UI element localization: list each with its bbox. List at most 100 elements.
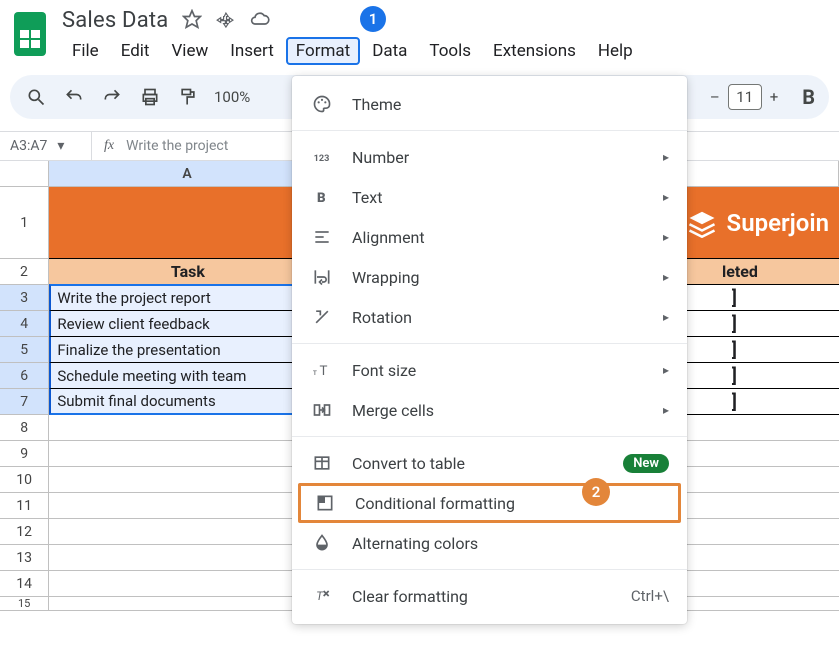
menu-label: Convert to table [352,454,465,473]
row-num-15[interactable]: 15 [0,597,49,611]
undo-icon[interactable] [62,85,86,109]
cell-A2[interactable]: Task [49,259,322,285]
fs-plus[interactable]: + [770,88,779,106]
row-num-4[interactable]: 4 [0,311,49,337]
menu-tools[interactable]: Tools [419,37,481,65]
menu-alternating[interactable]: Alternating colors [292,523,687,563]
cell-A5[interactable]: Finalize the presentation [49,337,325,363]
menu-bar: File Edit View Insert Format Data Tools … [62,37,643,65]
cell-A1[interactable] [49,187,325,259]
zoom-level[interactable]: 100% [214,88,250,106]
table-icon [310,453,334,473]
cell-A11[interactable] [49,493,325,519]
chevron-right-icon: ▸ [663,150,669,164]
chevron-right-icon: ▸ [663,190,669,204]
paint-format-icon[interactable] [176,85,200,109]
row-stub: ] [732,314,737,335]
menu-text[interactable]: B Text ▸ [292,177,687,217]
row-num-11[interactable]: 11 [0,493,49,519]
row-num-10[interactable]: 10 [0,467,49,493]
palette-icon [310,94,334,114]
callout-badge-1: 1 [360,6,386,32]
svg-text:123: 123 [314,154,330,164]
name-box[interactable]: A3:A7 ▾ [0,132,92,160]
row-num-13[interactable]: 13 [0,545,49,571]
menu-convert-table[interactable]: Convert to table New [292,443,687,483]
menu-wrapping[interactable]: Wrapping ▸ [292,257,687,297]
menu-clear-formatting[interactable]: T Clear formatting Ctrl+\ [292,576,687,616]
row-num-2[interactable]: 2 [0,259,49,285]
col-header-A[interactable]: A [49,161,325,187]
chevron-right-icon: ▸ [663,230,669,244]
row-num-14[interactable]: 14 [0,571,49,597]
cloud-icon[interactable] [250,9,270,33]
menu-label: Clear formatting [352,587,468,606]
bold-button[interactable]: B [802,85,815,109]
superjoin-brand: Superjoin [687,187,829,258]
cell-A7[interactable]: Submit final documents [49,389,325,415]
doc-title[interactable]: Sales Data [62,8,168,33]
menu-label: Merge cells [352,401,434,420]
menu-theme[interactable]: Theme [292,84,687,124]
formula-content[interactable]: Write the project [126,138,228,154]
chevron-right-icon: ▸ [663,403,669,417]
cell-A10[interactable] [49,467,325,493]
svg-text:B: B [317,191,326,206]
menu-view[interactable]: View [161,37,218,65]
print-icon[interactable] [138,85,162,109]
svg-text:T: T [320,364,328,379]
cell-A4[interactable]: Review client feedback [49,311,325,337]
search-icon[interactable] [24,85,48,109]
menu-label: Theme [352,95,401,114]
cell-A6[interactable]: Schedule meeting with team [49,363,325,389]
cell-A13[interactable] [49,545,325,571]
row-num-8[interactable]: 8 [0,415,49,441]
bold-icon: B [310,187,334,207]
move-icon[interactable] [216,9,236,33]
superjoin-label: Superjoin [727,209,829,237]
menu-rotation[interactable]: Rotation ▸ [292,297,687,337]
new-badge: New [623,454,669,473]
fs-minus[interactable]: – [710,88,720,106]
menu-insert[interactable]: Insert [220,37,284,65]
sheets-logo [10,8,50,60]
star-icon[interactable] [182,9,202,33]
menu-sep [292,130,687,131]
menu-label: Wrapping [352,268,420,287]
menu-font-size[interactable]: тT Font size ▸ [292,350,687,390]
menu-extensions[interactable]: Extensions [483,37,586,65]
menu-conditional-formatting[interactable]: Conditional formatting [298,483,681,523]
row-num-3[interactable]: 3 [0,285,49,311]
menu-alignment[interactable]: Alignment ▸ [292,217,687,257]
cell-A8[interactable] [49,415,325,441]
menu-number[interactable]: 123 Number ▸ [292,137,687,177]
row-stub: ] [732,340,737,361]
redo-icon[interactable] [100,85,124,109]
row-num-5[interactable]: 5 [0,337,49,363]
format-menu: Theme 123 Number ▸ B Text ▸ Alignment ▸ … [292,76,687,624]
cell-A14[interactable] [49,571,325,597]
cell-A15[interactable] [49,597,325,611]
menu-data[interactable]: Data [362,37,417,65]
cell-A12[interactable] [49,519,325,545]
row-num-9[interactable]: 9 [0,441,49,467]
doc-header: Sales Data File Edit View Insert Format … [0,0,839,65]
row-num-6[interactable]: 6 [0,363,49,389]
cell-A3[interactable]: Write the project report [49,284,325,311]
row-num-12[interactable]: 12 [0,519,49,545]
font-size-input[interactable]: 11 [728,84,762,110]
menu-merge[interactable]: Merge cells ▸ [292,390,687,430]
row-stub: ] [732,288,737,309]
menu-label: Alignment [352,228,425,247]
select-all-corner[interactable] [0,161,49,187]
menu-edit[interactable]: Edit [111,37,160,65]
menu-sep [292,343,687,344]
cell-A9[interactable] [49,441,325,467]
fx-icon: fx [92,138,126,154]
row-num-7[interactable]: 7 [0,389,49,415]
menu-help[interactable]: Help [588,37,643,65]
row-num-1[interactable]: 1 [0,187,49,259]
menu-file[interactable]: File [62,37,109,65]
chevron-right-icon: ▸ [663,270,669,284]
menu-format[interactable]: Format [286,37,360,65]
